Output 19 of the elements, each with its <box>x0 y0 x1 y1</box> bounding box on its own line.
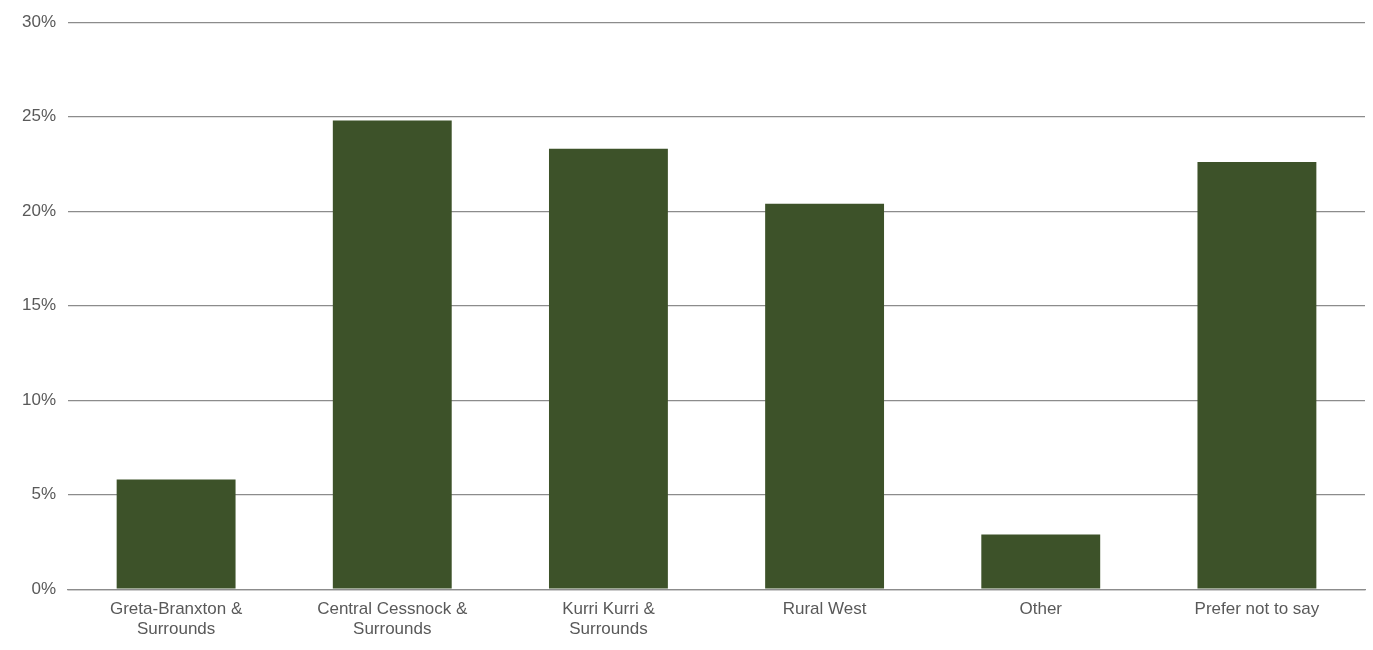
x-tick-label: Prefer not to say <box>1194 599 1320 619</box>
bar <box>332 120 452 589</box>
x-tick-label: Central Cessnock & Surrounds <box>317 599 469 639</box>
x-tick-label: Greta-Branxton & Surrounds <box>109 599 243 639</box>
y-tick-label: 10% <box>21 389 57 409</box>
x-tick-label: Kurri Kurri & Surrounds <box>562 599 656 639</box>
x-tick-label: Other <box>1019 599 1063 619</box>
bar <box>765 203 885 589</box>
y-tick-label: 25% <box>21 106 57 126</box>
x-tick-label: Rural West <box>782 599 867 619</box>
bar <box>981 534 1101 589</box>
y-tick-label: 5% <box>31 484 57 504</box>
bar <box>548 148 668 589</box>
y-tick-label: 0% <box>31 578 57 598</box>
bar <box>1197 162 1317 589</box>
y-tick-label: 20% <box>21 200 57 220</box>
y-tick-label: 15% <box>21 295 57 315</box>
y-tick-label: 30% <box>21 11 57 31</box>
bar <box>116 479 236 589</box>
